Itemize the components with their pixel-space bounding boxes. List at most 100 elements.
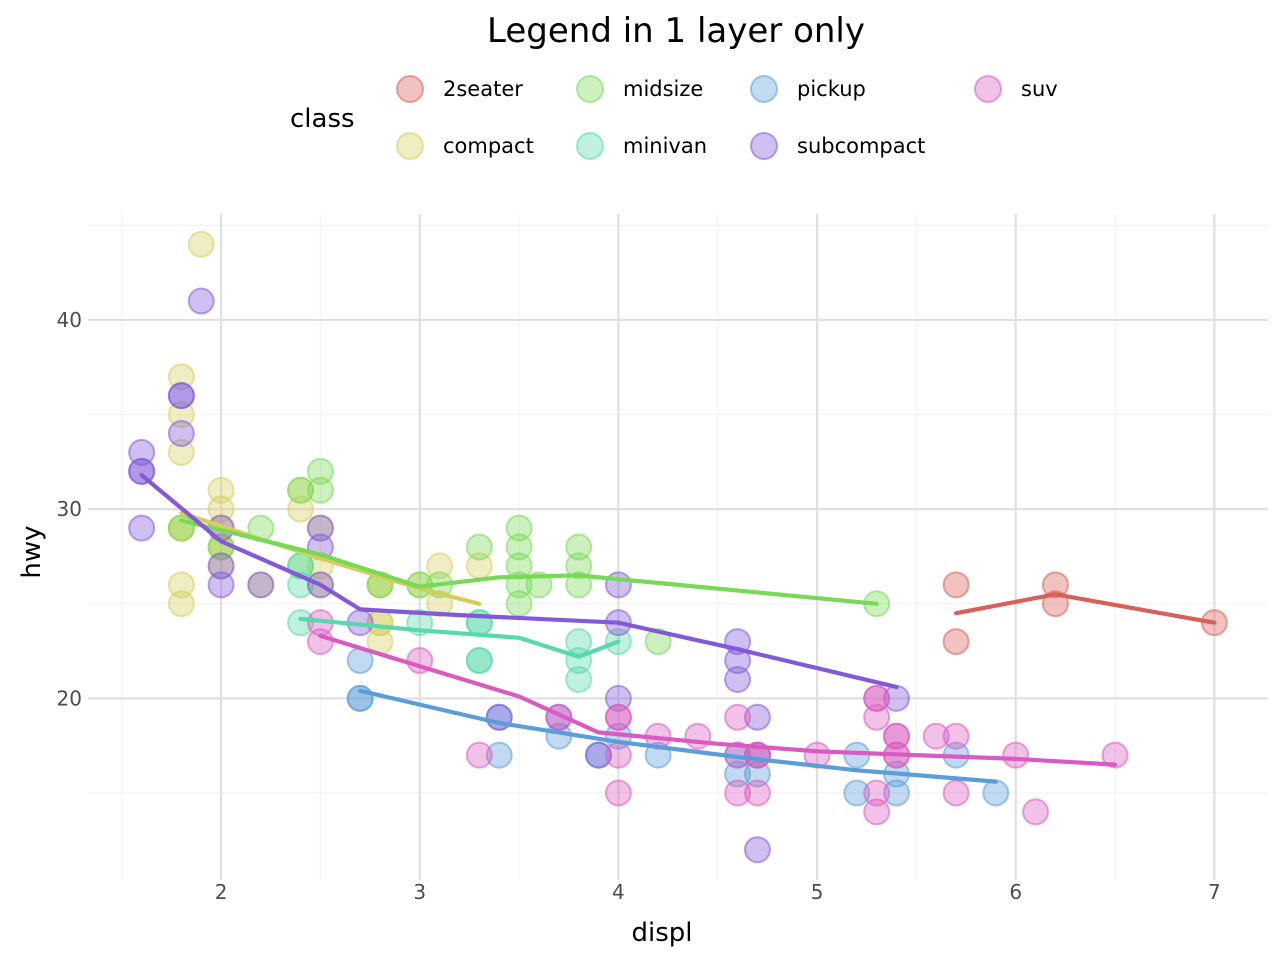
point-subcompact <box>743 703 771 731</box>
point-subcompact <box>724 665 752 693</box>
point-midsize <box>644 628 672 656</box>
point-suv <box>863 703 891 731</box>
point-suv <box>863 684 891 712</box>
x-tick-label: 3 <box>413 880 426 904</box>
point-suv <box>863 798 891 826</box>
legend-key-2seater <box>396 75 424 103</box>
trend-line-minivan <box>298 616 621 659</box>
point-suv <box>724 703 752 731</box>
point-suv <box>863 779 891 807</box>
point-subcompact <box>585 741 613 769</box>
point-subcompact <box>128 438 156 466</box>
point-midsize <box>306 457 334 485</box>
point-minivan <box>465 647 493 675</box>
point-subcompact <box>743 836 771 864</box>
legend-key-pickup <box>750 75 778 103</box>
point-2seater <box>942 628 970 656</box>
point-compact <box>167 590 195 618</box>
point-suv <box>942 722 970 750</box>
trend-line-pickup <box>358 688 998 784</box>
point-midsize <box>465 533 493 561</box>
grid-minor <box>88 214 1268 880</box>
point-compact <box>167 363 195 391</box>
chart-title: Legend in 1 layer only <box>487 11 865 51</box>
point-compact <box>207 476 235 504</box>
point-compact <box>207 495 235 523</box>
legend: class 2seater compact midsize minivan pickup… <box>290 75 1058 160</box>
point-subcompact <box>604 684 632 712</box>
point-subcompact <box>306 514 334 542</box>
point-pickup <box>724 760 752 788</box>
point-compact <box>167 438 195 466</box>
point-suv <box>942 779 970 807</box>
point-suv <box>1022 798 1050 826</box>
x-tick-label: 6 <box>1009 880 1022 904</box>
trend-line-suv <box>318 633 1118 767</box>
plot-area <box>88 214 1268 880</box>
trend-lines <box>139 473 1217 784</box>
point-suv <box>922 722 950 750</box>
legend-key-subcompact <box>750 132 778 160</box>
x-tick-label: 4 <box>612 880 625 904</box>
point-midsize <box>505 514 533 542</box>
trend-line-subcompact <box>139 473 899 690</box>
point-subcompact <box>207 571 235 599</box>
point-compact <box>167 571 195 599</box>
legend-label-midsize: midsize <box>623 77 703 101</box>
point-suv <box>1101 741 1129 769</box>
legend-key-midsize <box>576 75 604 103</box>
point-midsize <box>565 533 593 561</box>
y-tick-label: 20 <box>57 686 82 710</box>
legend-label-minivan: minivan <box>623 134 707 158</box>
point-compact <box>187 230 215 258</box>
y-tick-label: 30 <box>57 497 82 521</box>
point-subcompact <box>167 382 195 410</box>
point-compact <box>426 552 454 580</box>
point-midsize <box>505 533 533 561</box>
point-subcompact <box>167 419 195 447</box>
grid-major <box>88 214 1268 880</box>
y-tick-label: 40 <box>57 308 82 332</box>
point-pickup <box>485 741 513 769</box>
point-midsize <box>287 476 315 504</box>
x-tick-label: 5 <box>811 880 824 904</box>
points <box>128 230 1228 864</box>
legend-label-pickup: pickup <box>797 77 866 101</box>
point-midsize <box>565 552 593 580</box>
legend-key-compact <box>396 132 424 160</box>
point-midsize <box>505 590 533 618</box>
point-minivan <box>287 609 315 637</box>
point-suv <box>684 722 712 750</box>
point-subcompact <box>128 457 156 485</box>
legend-label-compact: compact <box>443 134 534 158</box>
point-compact <box>426 590 454 618</box>
point-pickup <box>743 760 771 788</box>
y-axis-title: hwy <box>17 525 47 578</box>
point-pickup <box>883 779 911 807</box>
legend-key-minivan <box>576 132 604 160</box>
legend-title: class <box>290 104 355 134</box>
point-subcompact <box>187 287 215 315</box>
point-subcompact <box>128 514 156 542</box>
point-minivan <box>565 628 593 656</box>
trend-line-2seater <box>954 592 1217 625</box>
point-minivan <box>565 665 593 693</box>
x-tick-labels: 2 3 4 5 6 7 <box>215 880 1221 904</box>
point-suv <box>883 722 911 750</box>
point-pickup <box>843 779 871 807</box>
point-subcompact <box>207 552 235 580</box>
x-axis-title: displ <box>631 918 692 948</box>
point-suv <box>604 741 632 769</box>
point-suv <box>743 779 771 807</box>
point-subcompact <box>247 571 275 599</box>
y-tick-labels: 20 30 40 <box>57 308 82 710</box>
point-compact <box>167 401 195 429</box>
legend-label-subcompact: subcompact <box>797 134 925 158</box>
legend-items: 2seater compact midsize minivan pickup subcom… <box>396 75 1058 160</box>
point-2seater <box>1041 571 1069 599</box>
trend-line-midsize <box>179 518 879 606</box>
point-compact <box>287 495 315 523</box>
point-suv <box>465 741 493 769</box>
point-subcompact <box>604 571 632 599</box>
